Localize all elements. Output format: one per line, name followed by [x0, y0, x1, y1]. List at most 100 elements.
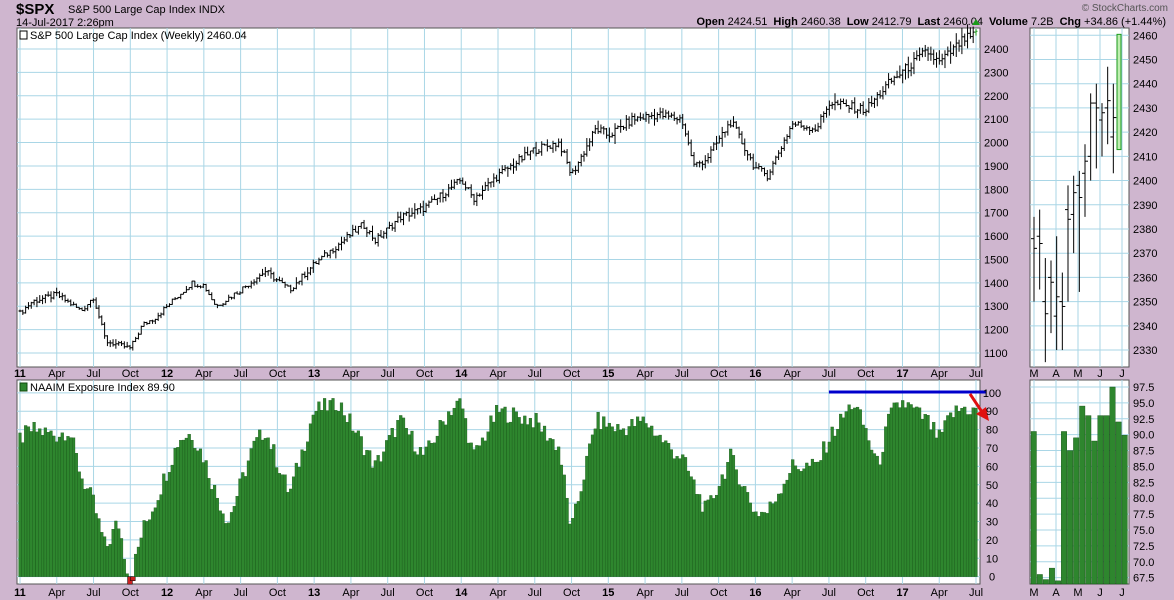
exposure-bar [760, 511, 764, 577]
y-tick-label: 2350 [1133, 297, 1157, 309]
exposure-bar [83, 488, 87, 577]
exposure-bar [870, 449, 874, 577]
x-tick-label: Apr [637, 368, 654, 380]
y-tick-label: 2200 [984, 91, 1008, 103]
exposure-bar [686, 470, 690, 577]
exposure-bar [644, 423, 648, 577]
exposure-bar [963, 406, 967, 577]
exposure-bar [52, 435, 56, 577]
exposure-bar [610, 426, 614, 577]
x-tick-label: Apr [784, 587, 801, 599]
x-tick-label: A [1052, 368, 1060, 380]
x-tick-label: Jul [528, 587, 542, 599]
exposure-bar [647, 427, 651, 577]
exposure-bar [943, 420, 947, 577]
exposure-bar [407, 434, 411, 577]
exposure-bar [187, 434, 191, 577]
exposure-bar [937, 429, 941, 577]
exposure-bar [438, 420, 442, 577]
y-tick-label: 92.5 [1133, 414, 1154, 426]
exposure-bar [393, 437, 397, 577]
exposure-bar [331, 398, 335, 577]
exposure-bar [602, 416, 606, 577]
exposure-bar [920, 418, 924, 577]
y-tick-label: 1200 [984, 325, 1008, 337]
exposure-bar [238, 478, 242, 577]
exposure-bar [303, 450, 307, 577]
quote-value-chg: +34.86 (+1.44%) [1080, 16, 1166, 28]
exposure-bar [734, 469, 738, 577]
x-tick-label: Jul [87, 368, 101, 380]
exposure-bar [379, 461, 383, 577]
exposure-bar [932, 422, 936, 577]
y-tick-label: 2400 [984, 44, 1008, 56]
exposure-bar [540, 431, 544, 577]
x-tick-label: Jul [234, 368, 248, 380]
exposure-bar [878, 464, 882, 577]
down-arrow-icon [976, 406, 989, 421]
quote-value-high: 2460.38 [797, 16, 841, 28]
exposure-bar [43, 427, 47, 577]
y-tick-label: 2380 [1133, 224, 1157, 236]
quote-value-volume: 7.2B [1027, 16, 1054, 28]
y-tick-label: 60 [986, 461, 998, 473]
exposure-bar [568, 523, 572, 577]
exposure-bar [210, 489, 214, 577]
exposure-bar [926, 415, 930, 577]
exposure-bar [892, 402, 896, 577]
chart-title: S&P 500 Large Cap Index (Weekly) 2460.04 [30, 30, 247, 42]
exposure-bar [447, 411, 451, 577]
exposure-bar [252, 440, 256, 577]
exposure-bar [652, 435, 657, 577]
exposure-bar [57, 436, 62, 577]
exposure-bar [709, 495, 713, 577]
x-tick-label: Jul [381, 368, 395, 380]
exposure-bar [148, 519, 152, 577]
exposure-bar [362, 455, 366, 577]
exposure-bar [427, 440, 431, 577]
exposure-bar [227, 522, 231, 577]
exposure-bar [683, 457, 688, 577]
exposure-bar [514, 411, 518, 577]
x-tick-label: Oct [563, 368, 580, 380]
exposure-bar [605, 426, 609, 577]
x-tick-label: 11 [14, 587, 26, 599]
exposure-bar [18, 432, 22, 577]
exposure-bar [824, 452, 829, 577]
exposure-bar [441, 421, 445, 577]
x-tick-label: M [1029, 587, 1038, 599]
y-tick-label: 82.5 [1133, 477, 1154, 489]
x-tick-label: Jul [528, 368, 542, 380]
exposure-bar [486, 431, 490, 577]
exposure-bar [949, 412, 953, 577]
x-tick-label: Jul [234, 587, 248, 599]
exposure-bar [619, 429, 623, 577]
exposure-bar [946, 415, 950, 577]
x-tick-label: Apr [48, 368, 65, 380]
exposure-bar [830, 426, 834, 577]
exposure-bar [915, 406, 919, 577]
exposure-bar [122, 559, 126, 577]
exposure-bar [638, 420, 642, 577]
exposure-bar [526, 424, 530, 577]
exposure-bar [111, 529, 115, 577]
exposure-bar [1055, 580, 1061, 585]
exposure-bar [382, 451, 386, 577]
exposure-bar [511, 407, 516, 577]
exposure-bar [712, 498, 716, 577]
exposure-bar [134, 553, 138, 577]
y-tick-label: 70.0 [1133, 557, 1154, 569]
exposure-bar [286, 492, 290, 577]
exposure-bar [847, 404, 851, 577]
exposure-bar [458, 398, 462, 577]
exposure-bar [650, 425, 654, 577]
y-tick-label: 2400 [1133, 176, 1157, 188]
x-tick-label: Jul [969, 368, 983, 380]
exposure-bar [951, 417, 956, 577]
exposure-bar [585, 455, 589, 577]
exposure-bar [181, 439, 186, 577]
x-tick-label: Oct [857, 587, 874, 599]
exposure-bar [785, 479, 789, 577]
exposure-bar [35, 431, 39, 577]
exposure-bar [66, 436, 70, 577]
